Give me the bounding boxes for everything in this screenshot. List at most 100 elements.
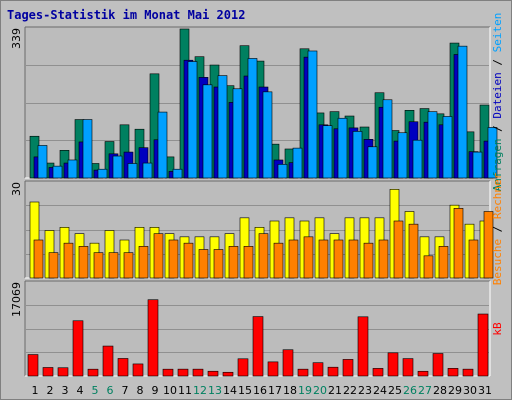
- bar-rechner-day-13: [213, 249, 224, 279]
- x-tick-label-day-4: 4: [77, 384, 84, 397]
- bar-rechner-day-14: [228, 246, 239, 279]
- bar-rechner-day-17: [273, 242, 284, 279]
- x-tick-label-day-27: 27: [418, 384, 432, 397]
- bar-rechner-day-4: [78, 246, 89, 279]
- bar-kb-day-30: [462, 368, 474, 377]
- bar-kb-day-29: [447, 368, 459, 377]
- bar-seiten-day-16: [262, 91, 273, 179]
- bar-seiten-day-21: [337, 117, 348, 179]
- x-tick-label-day-3: 3: [62, 384, 69, 397]
- x-tick-label-day-19: 19: [298, 384, 312, 397]
- bar-rechner-day-15: [243, 246, 254, 279]
- legend-entry: /: [491, 52, 504, 72]
- bar-seiten-day-19: [307, 50, 318, 179]
- x-tick-label-day-22: 22: [343, 384, 357, 397]
- x-tick-label-day-21: 21: [328, 384, 342, 397]
- bar-rechner-day-23: [363, 242, 374, 279]
- bar-rechner-day-9: [153, 233, 164, 279]
- bar-seiten-day-6: [112, 155, 123, 179]
- series-legend-label: Anfragen / Dateien / Seiten: [491, 13, 504, 192]
- x-tick-label-day-8: 8: [137, 384, 144, 397]
- x-tick-label-day-13: 13: [208, 384, 222, 397]
- bar-kb-day-22: [342, 359, 354, 377]
- x-tick-label-day-7: 7: [122, 384, 129, 397]
- x-tick-label-day-18: 18: [283, 384, 297, 397]
- series-legend-label: kB: [491, 322, 504, 336]
- bar-rechner-day-11: [183, 242, 194, 279]
- bar-kb-day-7: [117, 358, 129, 377]
- x-tick-label-day-12: 12: [193, 384, 207, 397]
- bar-seiten-day-20: [322, 125, 333, 179]
- bar-kb-day-15: [237, 358, 249, 377]
- bar-kb-day-3: [57, 367, 69, 377]
- bar-seiten-day-22: [352, 131, 363, 179]
- bar-rechner-day-18: [288, 239, 299, 279]
- legend-entry: /: [491, 119, 504, 139]
- bar-kb-day-24: [372, 368, 384, 377]
- bar-kb-day-18: [282, 349, 294, 377]
- bar-seiten-day-1: [37, 145, 48, 179]
- x-tick-label-day-26: 26: [403, 384, 417, 397]
- bar-kb-day-20: [312, 362, 324, 377]
- bar-seiten-day-18: [292, 147, 303, 179]
- bar-rechner-day-3: [63, 242, 74, 279]
- bar-seiten-day-8: [142, 162, 153, 179]
- legend-entry: kB: [491, 322, 504, 336]
- bar-rechner-day-12: [198, 249, 209, 279]
- x-tick-label-day-11: 11: [178, 384, 192, 397]
- y-max-tick-label: 339: [10, 28, 23, 49]
- x-tick-label-day-5: 5: [92, 384, 99, 397]
- bar-seiten-day-3: [67, 159, 78, 179]
- series-legend-label: Besuche / Rechner: [491, 172, 504, 285]
- y-max-tick-label: 17069: [10, 282, 23, 317]
- bar-seiten-day-12: [202, 84, 213, 179]
- bar-rechner-day-20: [318, 239, 329, 279]
- bar-seiten-day-26: [412, 139, 423, 179]
- legend-entry: Dateien: [491, 72, 504, 118]
- bar-kb-day-12: [192, 368, 204, 377]
- bar-seiten-day-28: [442, 116, 453, 179]
- bar-rechner-day-22: [348, 239, 359, 279]
- legend-entry: Rechner: [491, 172, 504, 219]
- bar-seiten-day-15: [247, 58, 258, 179]
- bar-kb-day-23: [357, 316, 369, 377]
- bar-rechner-day-19: [303, 236, 314, 279]
- bar-seiten-day-2: [52, 165, 63, 179]
- bar-rechner-day-29: [453, 208, 464, 279]
- bar-kb-day-10: [162, 368, 174, 377]
- bar-seiten-day-27: [427, 111, 438, 179]
- bar-rechner-day-28: [438, 246, 449, 279]
- bar-kb-day-5: [87, 368, 99, 377]
- x-tick-label-day-9: 9: [152, 384, 159, 397]
- x-tick-label-day-24: 24: [373, 384, 387, 397]
- x-tick-label-day-20: 20: [313, 384, 327, 397]
- bar-rechner-day-21: [333, 239, 344, 279]
- x-tick-label-day-30: 30: [463, 384, 477, 397]
- bar-seiten-day-9: [157, 111, 168, 179]
- bar-kb-day-17: [267, 361, 279, 377]
- bar-rechner-day-2: [48, 252, 59, 279]
- x-tick-label-day-1: 1: [32, 384, 39, 397]
- x-tick-label-day-10: 10: [163, 384, 177, 397]
- bar-seiten-day-17: [277, 164, 288, 179]
- chart-title: Tages-Statistik im Monat Mai 2012: [7, 8, 246, 22]
- bar-kb-day-14: [222, 371, 234, 377]
- bar-rechner-day-5: [93, 252, 104, 279]
- bar-rechner-day-24: [378, 239, 389, 279]
- legend-entry: Anfragen: [491, 138, 504, 191]
- bar-rechner-day-7: [123, 252, 134, 279]
- bar-seiten-day-13: [217, 75, 228, 179]
- x-tick-label-day-28: 28: [433, 384, 447, 397]
- bar-rechner-day-8: [138, 246, 149, 279]
- x-tick-label-day-23: 23: [358, 384, 372, 397]
- bar-seiten-day-5: [97, 168, 108, 179]
- bar-kb-day-2: [42, 367, 54, 377]
- bar-seiten-day-11: [187, 61, 198, 179]
- x-tick-label-day-16: 16: [253, 384, 267, 397]
- bar-rechner-day-30: [468, 239, 479, 279]
- bar-seiten-day-23: [367, 146, 378, 179]
- bar-kb-day-28: [432, 353, 444, 377]
- bar-kb-day-1: [27, 354, 39, 377]
- bar-seiten-day-24: [382, 99, 393, 179]
- bar-rechner-day-6: [108, 252, 119, 279]
